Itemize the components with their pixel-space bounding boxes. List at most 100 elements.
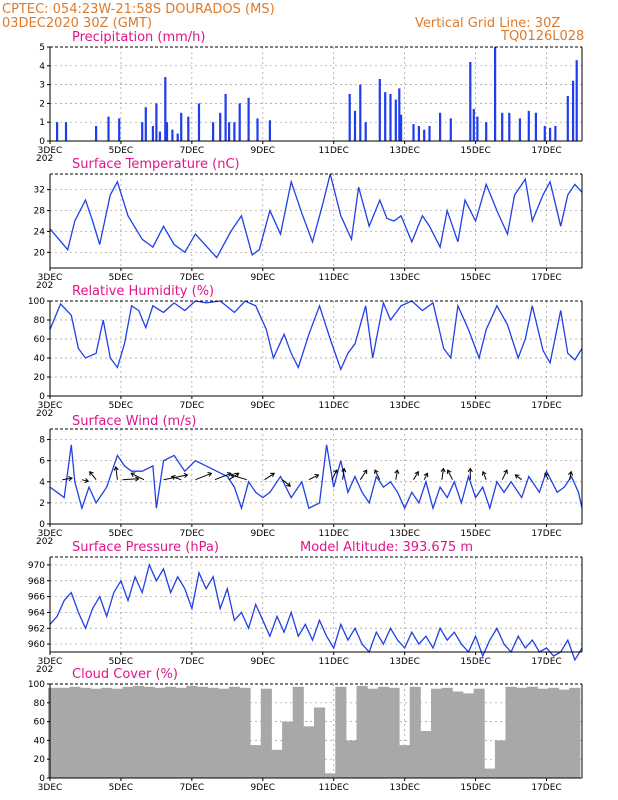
wind-vector [308,474,320,481]
precip-bar [353,110,357,141]
cloud-bar [260,688,272,778]
wind-vector-head [314,474,320,479]
wind-vector-shaft [359,469,368,480]
wind-panel: 0 2 4 6 8 3DEC 5DEC 7DEC 9DEC 11DEC 13DEC 15DEC 17DE… [36,428,583,547]
pressure-xtick-label: 9DEC [250,657,275,667]
header-date: 03DEC2020 30Z (GMT) [2,16,152,31]
precipitation-panel: 0 1 2 3 4 5 3DEC 5DEC 7DEC 9DEC 11DEC 13DEC 15DEC 17D… [36,43,583,164]
cloud-bar [494,740,506,778]
precip-bar [527,110,530,141]
cloud-xtick-label: 13DEC [390,783,420,793]
cloud-bar [58,687,70,778]
rh-ytick-label: 80 [34,316,46,326]
precip-ytick-label: 1 [39,118,45,128]
wind-vector [446,469,453,480]
wind-vector [481,470,487,480]
wind-vector-head [467,467,473,473]
wind-vector-head [207,472,213,477]
wind-title: Surface Wind (m/s) [72,414,196,429]
precip-bar [176,133,179,141]
wind-ytick-label: 4 [39,478,45,488]
cloud-bar [356,685,368,778]
precip-bar [359,84,362,141]
rh-xtick-label: 7DEC [180,401,205,411]
wind-vector-shaft [122,478,139,481]
wind-vector-head [134,476,140,482]
wind-vector [514,474,523,481]
precip-bar [543,126,546,141]
precip-ytick-label: 2 [39,99,45,109]
precip-bar [268,120,271,141]
wind-vector-head [514,474,520,479]
precip-bar [566,95,569,141]
model-altitude: Model Altitude: 393.675 m [300,540,473,555]
wind-vector-shaft [413,471,419,480]
precip-bar [428,126,431,141]
cloud-bar [399,745,411,778]
precip-ytick-label: 4 [39,62,45,72]
wind-vector [544,472,549,480]
pressure-ytick-label: 970 [28,561,45,571]
precip-bar [549,127,552,141]
pressure-xtick-label: 5DEC [109,657,134,667]
wind-xtick-label: 17DEC [531,529,561,539]
precip-bar [107,116,110,141]
precip-bar [508,112,511,141]
wind-vector [89,470,97,481]
wind-xtick-label: 13DEC [390,529,420,539]
wind-vector [440,467,446,480]
pressure-xtick-label: 17DEC [531,657,561,667]
pressure-ytick-label: 964 [28,608,45,618]
wind-vector-shaft [81,479,89,482]
wind-xtick-label: 7DEC [180,529,205,539]
wind-vector-head [423,472,429,478]
cloud-bar [314,707,326,778]
wind-vector-shaft [423,473,428,480]
cloud-ytick-label: 0 [39,774,45,784]
precip-bar [238,103,241,141]
wind-vector-shaft [441,468,444,480]
rh-xtick-label: 15DEC [460,401,490,411]
precip-bar [155,103,158,141]
precip-bar [472,109,475,141]
wind-vector-shaft [447,469,453,480]
wind-vector-shaft [171,476,182,481]
cloud-bar [505,686,517,778]
precip-bar [400,114,403,141]
cloud-bar [516,687,528,778]
cloud-bar [420,731,432,778]
precip-bar [165,122,169,141]
precip-bar [494,47,497,141]
precip-xtick-label: 5DEC [109,146,134,156]
pressure-ytick-label: 962 [28,624,45,634]
wind-vector-head [286,482,292,487]
pressure-ytick-label: 968 [28,577,45,587]
wind-vector [568,470,574,480]
cloud-bar [431,688,443,778]
header-grid-note: Vertical Grid Line: 30Z [415,16,560,31]
precip-xtick-label: 13DEC [390,146,420,156]
temp-xtick-label: 11DEC [319,273,349,283]
wind-vector-head [414,470,419,476]
wind-vector-head [84,478,90,483]
pressure-ytick-label: 966 [28,593,45,603]
precip-xtick-label: 17DEC [531,146,561,156]
precip-bar [158,131,161,141]
cloud-bar [186,685,198,778]
precip-bar [219,112,222,141]
precip-bar [180,112,183,141]
cloud-bar [484,768,496,778]
temp-xtick-label: 3DEC [38,273,63,283]
wind-vector-shaft [374,469,381,480]
rh-year-stub: 202 [36,409,53,419]
wind-vector-shaft [195,472,212,481]
cloud-bar [303,726,315,778]
precip-bar [423,129,426,141]
cloud-bar [143,686,155,778]
cloud-bar [377,686,389,778]
wind-vector [195,472,213,481]
precip-bar [171,129,174,141]
cloud-bar [569,687,581,778]
precip-bar [187,116,190,141]
cloud-bar [271,749,283,778]
